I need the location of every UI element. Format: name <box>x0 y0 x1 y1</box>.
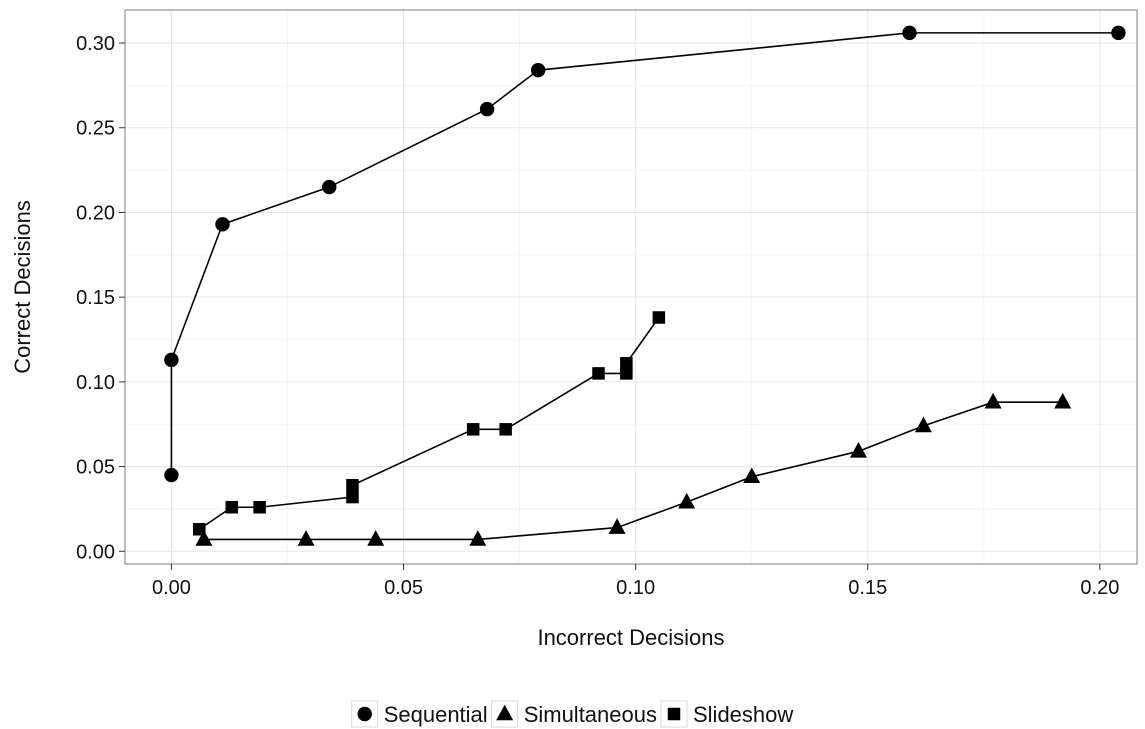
data-point-slideshow <box>620 356 633 370</box>
y-tick-label: 0.15 <box>76 287 115 309</box>
data-point-sequential <box>530 62 546 78</box>
series-line-sequential <box>170 32 1119 476</box>
data-point-simultaneous <box>367 530 385 546</box>
grid <box>125 10 1137 564</box>
data-point-simultaneous <box>195 530 213 546</box>
data-point-slideshow <box>253 500 266 514</box>
data-point-simultaneous <box>297 530 315 546</box>
series-line-simultaneous <box>203 401 1063 541</box>
x-tick-label: 0.10 <box>616 577 655 599</box>
series-slideshow <box>193 311 666 536</box>
data-point-slideshow <box>346 490 359 504</box>
y-axis-title: Correct Decisions <box>10 200 35 374</box>
data-point-slideshow <box>592 367 605 380</box>
data-point-slideshow <box>346 478 359 492</box>
y-tick-label: 0.05 <box>76 457 115 479</box>
data-point-sequential <box>1111 25 1126 41</box>
data-point-simultaneous <box>914 416 932 433</box>
legend-marker-simultaneous <box>496 704 514 721</box>
legend: Sequential Simultaneous Slideshow <box>351 700 793 728</box>
data-point-slideshow <box>225 500 239 514</box>
data-point-simultaneous <box>1054 392 1072 409</box>
data-point-slideshow <box>193 523 206 536</box>
y-tick-label: 0.00 <box>76 541 115 563</box>
legend-label-sequential: Sequential <box>384 702 488 727</box>
x-tick-label: 0.15 <box>848 577 887 599</box>
data-point-simultaneous <box>678 492 696 509</box>
data-point-slideshow <box>499 423 512 436</box>
axes: 0.00 0.05 0.10 0.15 0.20 0.00 0.05 0.10 0.15 0.20… <box>76 33 1119 599</box>
legend-marker-sequential <box>357 706 372 722</box>
data-point-sequential <box>164 352 179 368</box>
y-tick-label: 0.30 <box>76 33 115 55</box>
series-line-slideshow <box>198 317 660 530</box>
data-point-sequential <box>479 101 495 117</box>
series-simultaneous <box>195 392 1072 546</box>
data-point-simultaneous <box>849 442 867 458</box>
legend-marker-slideshow <box>667 707 681 721</box>
x-tick-label: 0.05 <box>384 577 423 599</box>
data-point-slideshow <box>620 367 633 380</box>
series-sequential <box>164 25 1126 483</box>
data-point-simultaneous <box>608 518 626 534</box>
y-tick-label: 0.20 <box>76 202 115 224</box>
y-tick-label: 0.10 <box>76 372 115 394</box>
legend-key-sequential <box>351 700 379 728</box>
data-point-sequential <box>215 217 230 232</box>
data-point-slideshow <box>466 423 480 436</box>
data-point-simultaneous <box>984 392 1002 409</box>
data-point-slideshow <box>652 311 666 324</box>
x-axis-title: Incorrect Decisions <box>537 625 724 650</box>
legend-label-slideshow: Slideshow <box>693 702 793 727</box>
y-tick-label: 0.25 <box>76 118 115 140</box>
plot-panel-border <box>124 9 1138 565</box>
x-tick-label: 0.00 <box>152 577 191 599</box>
data-point-simultaneous <box>743 467 761 484</box>
data-point-sequential <box>322 179 337 195</box>
series-layer <box>164 25 1126 546</box>
legend-label-simultaneous: Simultaneous <box>524 702 657 727</box>
data-point-sequential <box>902 25 917 41</box>
data-point-simultaneous <box>469 530 487 546</box>
data-point-sequential <box>164 467 179 483</box>
x-tick-label: 0.20 <box>1080 577 1119 599</box>
